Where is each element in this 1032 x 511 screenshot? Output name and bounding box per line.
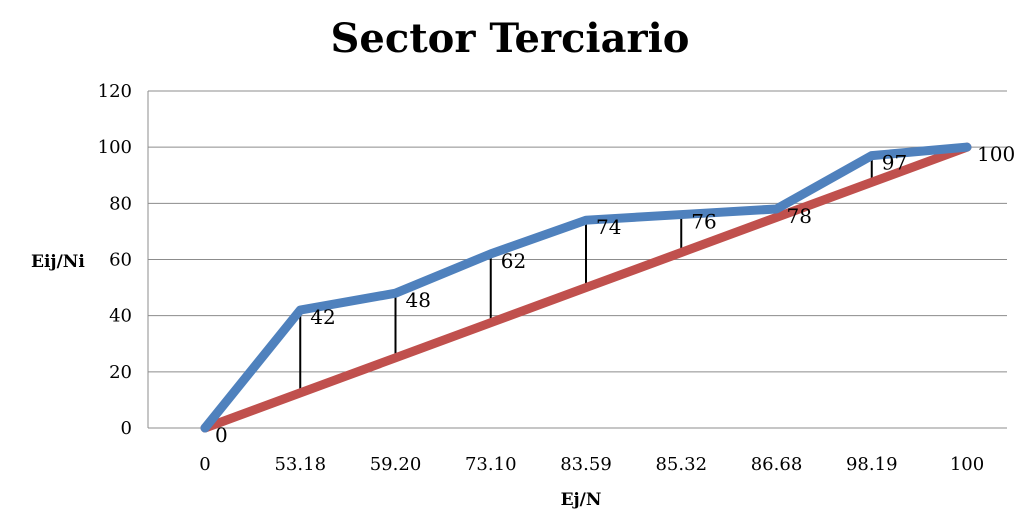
y-tick-label: 60 bbox=[109, 250, 132, 271]
series-line-diagonal bbox=[200, 142, 972, 433]
data-label: 0 bbox=[215, 423, 228, 447]
x-tick-label: 59.20 bbox=[370, 454, 422, 475]
chart-title: Sector Terciario bbox=[331, 15, 690, 62]
y-tick-label: 100 bbox=[98, 137, 132, 158]
grid-lines bbox=[147, 90, 1007, 429]
y-tick-label: 80 bbox=[109, 193, 132, 214]
x-tick-label: 100 bbox=[950, 454, 984, 475]
y-axis-label: Eij/Ni bbox=[31, 252, 85, 272]
y-tick-label: 20 bbox=[109, 362, 132, 383]
data-label: 74 bbox=[596, 215, 621, 239]
y-tick-labels: 0 20 40 60 80 100 120 bbox=[98, 81, 132, 439]
data-label: 97 bbox=[882, 151, 907, 175]
data-label: 78 bbox=[787, 204, 812, 228]
x-tick-label: 73.10 bbox=[465, 454, 517, 475]
data-label: 100 bbox=[977, 142, 1015, 166]
y-tick-label: 40 bbox=[109, 306, 132, 327]
x-tick-label: 98.19 bbox=[846, 454, 898, 475]
data-label: 48 bbox=[406, 288, 431, 312]
x-tick-label: 0 bbox=[199, 454, 210, 475]
y-tick-label: 120 bbox=[98, 81, 132, 102]
x-tick-label: 85.32 bbox=[655, 454, 707, 475]
y-tick-label: 0 bbox=[121, 418, 132, 439]
x-tick-label: 83.59 bbox=[560, 454, 612, 475]
data-labels: 0 42 48 62 74 76 78 97 100 bbox=[215, 142, 1015, 447]
x-tick-label: 86.68 bbox=[751, 454, 803, 475]
x-tick-labels: 0 53.18 59.20 73.10 83.59 85.32 86.68 98.19 100 bbox=[199, 454, 984, 475]
data-label: 62 bbox=[501, 249, 526, 273]
series-line-main bbox=[200, 142, 972, 433]
x-tick-label: 53.18 bbox=[274, 454, 326, 475]
series-lines bbox=[200, 142, 972, 433]
data-label: 42 bbox=[310, 305, 335, 329]
data-label: 76 bbox=[691, 210, 716, 234]
x-axis-label: Ej/N bbox=[561, 490, 602, 510]
